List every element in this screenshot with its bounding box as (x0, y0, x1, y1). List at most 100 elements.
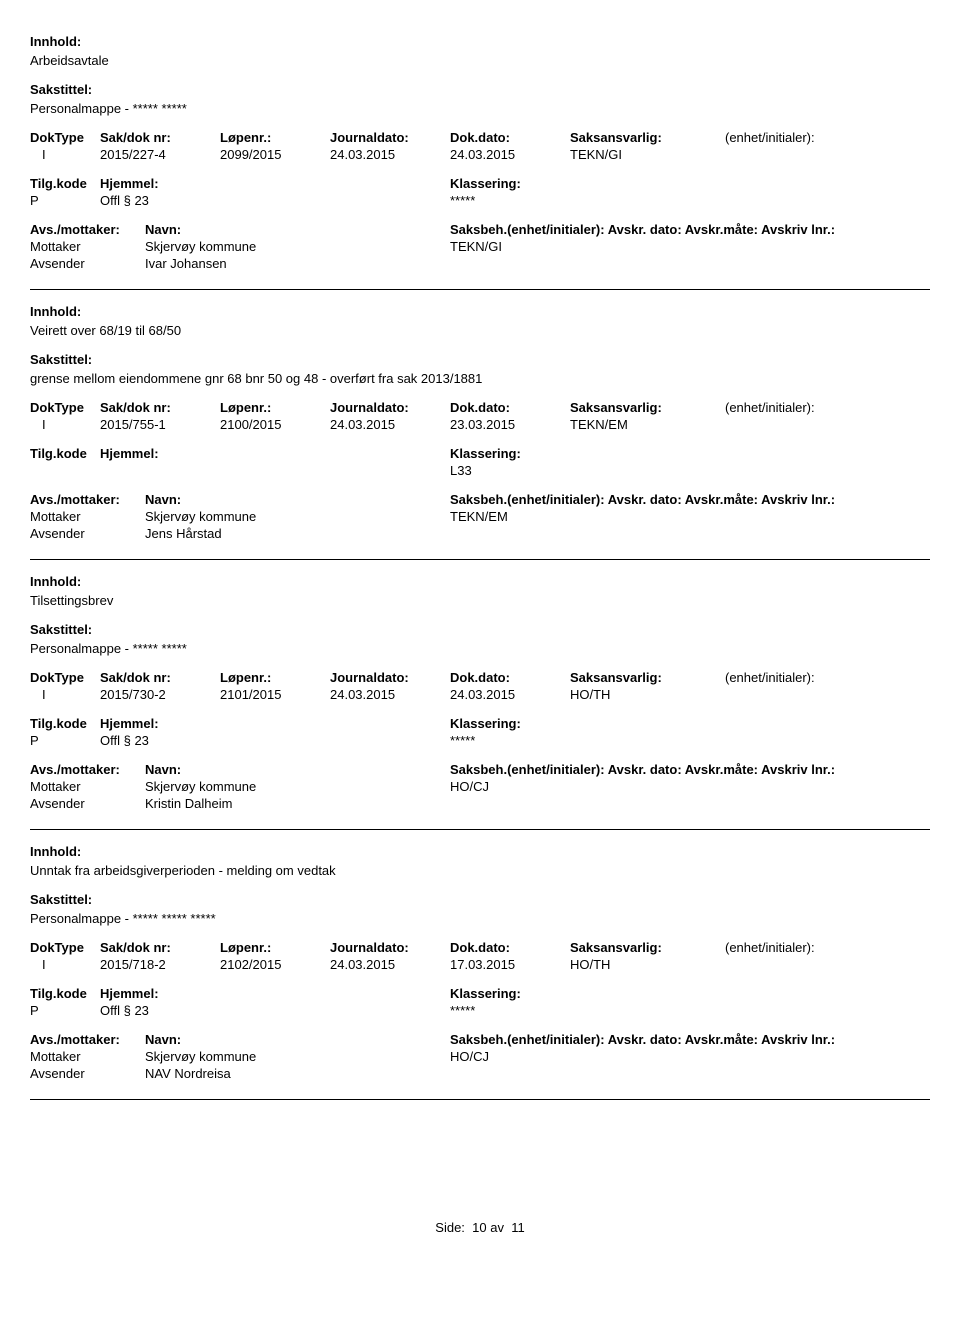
journaldato-header: Journaldato: (330, 130, 450, 145)
tilgkode-value: P (30, 1003, 100, 1018)
saksbeh-value: HO/CJ (450, 779, 900, 794)
doktype-header: DokType (30, 400, 100, 415)
entry-divider (30, 1099, 930, 1100)
tilgkode-header: Tilg.kode (30, 716, 100, 731)
mottaker-label: Mottaker (30, 779, 145, 794)
hjemmel-value (100, 463, 450, 478)
page-footer: Side: 10 av 11 (30, 1220, 930, 1235)
dokdato-value: 23.03.2015 (450, 417, 570, 432)
sakdok-value: 2015/730-2 (100, 687, 220, 702)
footer-page-total: 11 (511, 1220, 525, 1235)
saksbeh-value: TEKN/EM (450, 509, 900, 524)
saksansvarlig-value: HO/TH (570, 957, 725, 972)
lopenr-value: 2100/2015 (220, 417, 330, 432)
lopenr-header: Løpenr.: (220, 670, 330, 685)
sakdok-value: 2015/227-4 (100, 147, 220, 162)
lopenr-header: Løpenr.: (220, 940, 330, 955)
tilgkode-header: Tilg.kode (30, 176, 100, 191)
dokdato-header: Dok.dato: (450, 130, 570, 145)
avsender-label: Avsender (30, 526, 145, 541)
sakstittel-label: Sakstittel: (30, 82, 930, 97)
journal-entry: Innhold: Veirett over 68/19 til 68/50 Sa… (30, 304, 930, 560)
saksansvarlig-value: TEKN/GI (570, 147, 725, 162)
mottaker-label: Mottaker (30, 509, 145, 524)
avsmottaker-header: Avs./mottaker: (30, 762, 145, 777)
klassering-header: Klassering: (450, 176, 650, 191)
innhold-value: Tilsettingsbrev (30, 593, 930, 608)
avsender-navn: Ivar Johansen (145, 256, 450, 271)
hjemmel-header: Hjemmel: (100, 176, 450, 191)
saksbeh-header: Saksbeh.(enhet/initialer): Avskr. dato: … (450, 762, 900, 777)
navn-header: Navn: (145, 492, 450, 507)
enhet-header: (enhet/initialer): (725, 940, 875, 955)
sakdok-value: 2015/755-1 (100, 417, 220, 432)
journal-entry: Innhold: Tilsettingsbrev Sakstittel: Per… (30, 574, 930, 830)
lopenr-value: 2101/2015 (220, 687, 330, 702)
sakdok-header: Sak/dok nr: (100, 940, 220, 955)
enhet-value (725, 147, 875, 162)
innhold-label: Innhold: (30, 34, 930, 49)
saksbeh-value: TEKN/GI (450, 239, 900, 254)
avsender-label: Avsender (30, 796, 145, 811)
avsmottaker-header: Avs./mottaker: (30, 492, 145, 507)
saksbeh-value: HO/CJ (450, 1049, 900, 1064)
innhold-value: Arbeidsavtale (30, 53, 930, 68)
saksansvarlig-header: Saksansvarlig: (570, 400, 725, 415)
hjemmel-value: Offl § 23 (100, 733, 450, 748)
avsender-label: Avsender (30, 1066, 145, 1081)
hjemmel-header: Hjemmel: (100, 446, 450, 461)
hjemmel-value: Offl § 23 (100, 193, 450, 208)
footer-page-current: 10 (472, 1220, 486, 1235)
klassering-value: ***** (450, 1003, 650, 1018)
mottaker-navn: Skjervøy kommune (145, 779, 450, 794)
journaldato-value: 24.03.2015 (330, 147, 450, 162)
hjemmel-header: Hjemmel: (100, 716, 450, 731)
innhold-label: Innhold: (30, 574, 930, 589)
journaldato-value: 24.03.2015 (330, 417, 450, 432)
sakstittel-value: grense mellom eiendommene gnr 68 bnr 50 … (30, 371, 930, 386)
doktype-header: DokType (30, 130, 100, 145)
mottaker-label: Mottaker (30, 1049, 145, 1064)
innhold-label: Innhold: (30, 844, 930, 859)
saksbeh-header: Saksbeh.(enhet/initialer): Avskr. dato: … (450, 492, 900, 507)
navn-header: Navn: (145, 222, 450, 237)
lopenr-value: 2099/2015 (220, 147, 330, 162)
sakdok-header: Sak/dok nr: (100, 400, 220, 415)
footer-side-label: Side: (435, 1220, 465, 1235)
doktype-value: I (30, 687, 100, 702)
navn-header: Navn: (145, 762, 450, 777)
saksansvarlig-value: TEKN/EM (570, 417, 725, 432)
sakstittel-label: Sakstittel: (30, 622, 930, 637)
journaldato-value: 24.03.2015 (330, 957, 450, 972)
sakstittel-value: Personalmappe - ***** ***** (30, 101, 930, 116)
journaldato-value: 24.03.2015 (330, 687, 450, 702)
journaldato-header: Journaldato: (330, 940, 450, 955)
klassering-value: ***** (450, 733, 650, 748)
innhold-value: Unntak fra arbeidsgiverperioden - meldin… (30, 863, 930, 878)
avsender-navn: Jens Hårstad (145, 526, 450, 541)
klassering-header: Klassering: (450, 716, 650, 731)
doktype-value: I (30, 417, 100, 432)
tilgkode-header: Tilg.kode (30, 986, 100, 1001)
doktype-value: I (30, 957, 100, 972)
saksansvarlig-header: Saksansvarlig: (570, 130, 725, 145)
dokdato-value: 24.03.2015 (450, 147, 570, 162)
sakdok-value: 2015/718-2 (100, 957, 220, 972)
klassering-header: Klassering: (450, 986, 650, 1001)
journaldato-header: Journaldato: (330, 670, 450, 685)
footer-av-label: av (490, 1220, 504, 1235)
entry-divider (30, 559, 930, 560)
sakstittel-value: Personalmappe - ***** ***** ***** (30, 911, 930, 926)
mottaker-navn: Skjervøy kommune (145, 239, 450, 254)
saksansvarlig-header: Saksansvarlig: (570, 670, 725, 685)
tilgkode-header: Tilg.kode (30, 446, 100, 461)
mottaker-navn: Skjervøy kommune (145, 1049, 450, 1064)
enhet-header: (enhet/initialer): (725, 400, 875, 415)
innhold-value: Veirett over 68/19 til 68/50 (30, 323, 930, 338)
dokdato-header: Dok.dato: (450, 670, 570, 685)
tilgkode-value (30, 463, 100, 478)
sakstittel-label: Sakstittel: (30, 352, 930, 367)
avsender-navn: NAV Nordreisa (145, 1066, 450, 1081)
klassering-value: L33 (450, 463, 650, 478)
enhet-header: (enhet/initialer): (725, 670, 875, 685)
